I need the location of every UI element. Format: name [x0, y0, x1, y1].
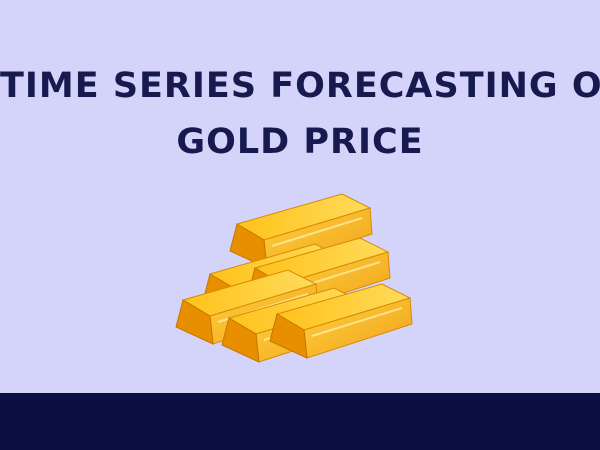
title-line: GOLD PRICE	[176, 122, 424, 162]
title: TIME SERIES FORECASTING OF GOLD PRICE	[0, 58, 600, 170]
footer-band	[0, 393, 600, 450]
title-line: TIME SERIES FORECASTING OF	[0, 66, 600, 106]
gold-bars	[175, 193, 413, 363]
